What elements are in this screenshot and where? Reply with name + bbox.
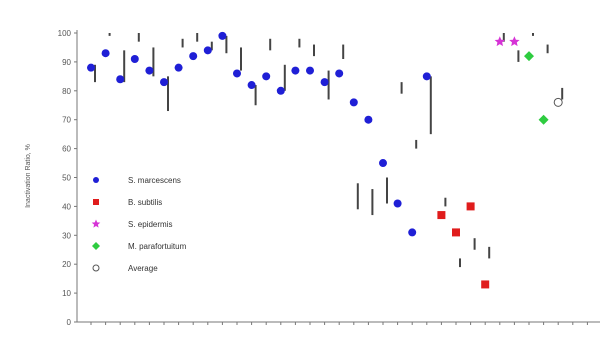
- y-tick-label: 10: [62, 289, 71, 298]
- y-tick-label: 0: [67, 318, 72, 327]
- data-point: [466, 202, 475, 211]
- y-tick-label: 60: [62, 145, 71, 154]
- y-tick-label: 70: [62, 116, 71, 125]
- data-point: [101, 49, 110, 58]
- data-point: [509, 36, 520, 47]
- y-tick-label: 90: [62, 58, 71, 67]
- data-point: [408, 228, 417, 237]
- data-point: [233, 69, 241, 78]
- data-point: [553, 97, 563, 107]
- y-tick-label: 80: [62, 87, 71, 96]
- data-point: [93, 177, 99, 183]
- legend-label: S. epidermis: [128, 220, 172, 229]
- y-tick-label: 40: [62, 202, 71, 211]
- y-axis-title: Inactivation Ratio, %: [25, 144, 32, 208]
- data-point: [291, 66, 300, 75]
- data-point: [189, 52, 198, 61]
- data-point: [174, 63, 183, 72]
- data-point: [145, 66, 154, 75]
- data-point: [335, 69, 344, 78]
- data-point: [116, 75, 125, 84]
- data-point: [92, 242, 100, 250]
- data-point: [87, 63, 95, 72]
- y-tick-label: 20: [62, 260, 71, 269]
- data-point: [379, 159, 387, 168]
- data-point: [364, 115, 373, 124]
- legend-label: Average: [128, 264, 158, 273]
- data-point: [452, 228, 460, 237]
- data-point: [92, 264, 100, 272]
- data-point: [349, 98, 358, 107]
- data-point: [218, 31, 227, 40]
- data-point: [481, 280, 490, 289]
- legend-label: B. subtilis: [128, 198, 162, 207]
- data-point: [203, 46, 212, 55]
- data-point: [538, 114, 549, 125]
- data-point: [130, 55, 139, 64]
- data-point: [422, 72, 431, 81]
- plot-area: 0 10 20 30 40 50 60 70 80 90 100: [58, 29, 600, 327]
- data-point: [524, 51, 534, 62]
- data-point: [494, 36, 505, 47]
- y-tick-label: 50: [62, 174, 71, 183]
- data-point: [393, 199, 402, 208]
- data-point: [306, 66, 314, 75]
- data-point: [91, 219, 101, 228]
- legend-label: S. marcescens: [128, 176, 181, 185]
- data-point: [437, 211, 446, 220]
- data-point: [160, 78, 168, 87]
- data-point: [247, 81, 256, 90]
- data-point: [93, 199, 99, 205]
- y-tick-label: 30: [62, 231, 71, 240]
- y-tick-label: 100: [58, 29, 72, 38]
- data-point: [262, 72, 271, 81]
- data-point: [320, 78, 329, 87]
- legend: S. marcescens B. subtilis S. epidermis M. p…: [91, 176, 187, 273]
- data-point: [276, 86, 285, 95]
- legend-label: M. parafortuitum: [128, 242, 187, 251]
